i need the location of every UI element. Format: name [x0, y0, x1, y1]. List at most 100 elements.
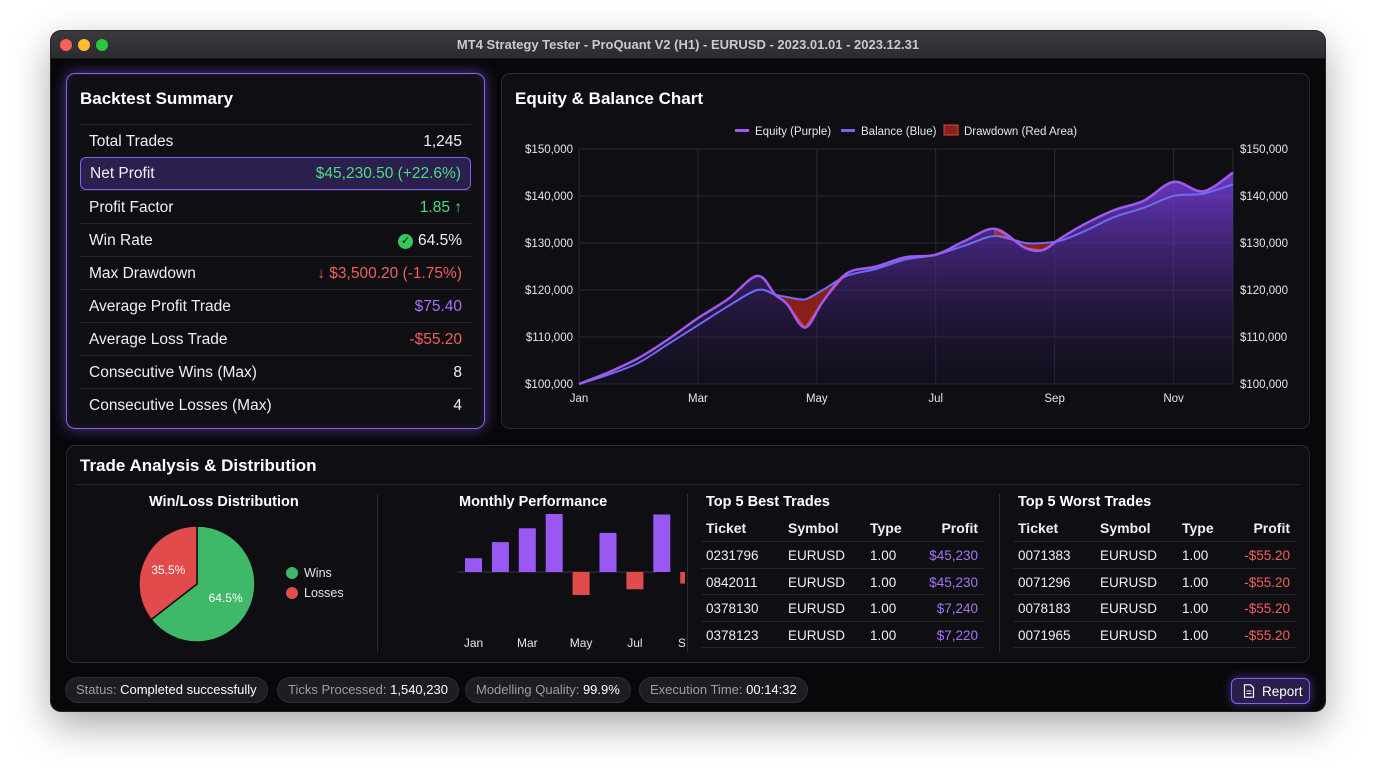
month-bar-jul[interactable] — [626, 572, 644, 590]
equity-chart-legend: Equity (Purple) Balance (Blue) Drawdown … — [735, 124, 1077, 138]
table-row[interactable]: 0071383 EURUSD 1.00 -$55.20 — [1014, 542, 1295, 569]
pie-slice-losses[interactable] — [138, 525, 198, 621]
col-type: Type — [870, 520, 902, 536]
profit-cell: $45,230 — [929, 574, 978, 590]
month-bar-apr[interactable] — [545, 514, 563, 572]
legend-wins: Wins — [286, 566, 332, 580]
equity-balance-chart[interactable]: $150,000 $150,000 $140,000 $140,000 $130,000… — [502, 74, 1309, 428]
table-row[interactable]: 0071965 EURUSD 1.00 -$55.20 — [1014, 622, 1295, 648]
symbol-cell: EURUSD — [1100, 601, 1158, 616]
table-row[interactable]: 0078183 EURUSD 1.00 -$55.20 — [1014, 595, 1295, 622]
month-bar-aug[interactable] — [653, 514, 671, 573]
equity-area-fill — [579, 172, 1233, 384]
balance-series-line — [578, 183, 1234, 385]
maximize-window-button[interactable] — [96, 39, 108, 51]
summary-value: -$55.20 — [409, 331, 462, 348]
month-bar-jan[interactable] — [465, 558, 482, 572]
losses-swatch — [286, 587, 298, 599]
summary-label: Average Loss Trade — [89, 331, 228, 348]
column-divider — [687, 494, 688, 652]
worst-trades-table: Ticket Symbol Type Profit 0071383 EURUSD 1… — [1014, 514, 1295, 648]
table-row[interactable]: 0378123 EURUSD 1.00 $7,220 — [702, 622, 983, 648]
check-circle-icon: ✓ — [398, 234, 414, 249]
report-button[interactable]: Report — [1231, 678, 1310, 704]
month-bar-may[interactable] — [572, 572, 590, 595]
symbol-cell: EURUSD — [1100, 627, 1158, 643]
best-trades-table: Ticket Symbol Type Profit 0231796 EURUSD 1… — [702, 514, 983, 648]
month-tick-label: Mar — [517, 636, 538, 650]
equity-chart-panel: Equity & Balance Chart $150,000 $150,000 $… — [501, 73, 1310, 429]
col-profit: Profit — [1253, 520, 1290, 536]
profit-cell: $7,240 — [936, 601, 978, 616]
y-tick-label-left: $130,000 — [525, 238, 573, 250]
summary-label: Net Profit — [90, 165, 155, 182]
month-bar-feb[interactable] — [491, 542, 509, 572]
ticket-cell: 0378130 — [706, 601, 759, 616]
month-bar-jun[interactable] — [599, 532, 617, 572]
summary-row-win-rate: Win Rate ✓ 64.5% — [80, 223, 471, 256]
y-tick-label-left: $120,000 — [525, 285, 573, 297]
pie-slice-wins[interactable] — [150, 525, 256, 643]
month-bar-sep[interactable] — [680, 572, 685, 584]
ticket-cell: 0078183 — [1018, 601, 1071, 616]
col-ticket: Ticket — [1018, 520, 1059, 536]
summary-value: ↓ $3,500.20 (-1.75%) — [317, 265, 462, 282]
ticks-label: Ticks Processed: — [288, 682, 387, 697]
summary-label: Average Profit Trade — [89, 298, 231, 315]
symbol-cell: EURUSD — [1100, 574, 1158, 590]
month-tick-label: Sep — [678, 636, 685, 650]
month-bar-mar[interactable] — [518, 528, 536, 572]
summary-row-max-drawdown: Max Drawdown ↓ $3,500.20 (-1.75%) — [80, 256, 471, 289]
summary-value: 4 — [453, 397, 462, 414]
ticket-cell: 0378123 — [706, 627, 759, 643]
month-tick-label: Jan — [464, 636, 483, 650]
minimize-window-button[interactable] — [78, 39, 90, 51]
month-tick-label: Jul — [627, 636, 642, 650]
type-cell: 1.00 — [870, 627, 897, 643]
summary-label: Profit Factor — [89, 199, 174, 216]
profit-cell: $45,230 — [929, 548, 978, 563]
table-header: Ticket Symbol Type Profit — [702, 514, 983, 542]
table-row[interactable]: 0842011 EURUSD 1.00 $45,230 — [702, 569, 983, 595]
profit-cell: -$55.20 — [1244, 601, 1290, 616]
window-title: MT4 Strategy Tester - ProQuant V2 (H1) -… — [456, 37, 920, 52]
col-profit: Profit — [941, 520, 978, 536]
y-tick-label-left: $150,000 — [525, 144, 573, 156]
report-label: Report — [1262, 684, 1303, 699]
symbol-cell: EURUSD — [788, 627, 846, 643]
best-trades-title: Top 5 Best Trades — [706, 494, 830, 510]
column-divider — [377, 494, 378, 652]
title-bar: MT4 Strategy Tester - ProQuant V2 (H1) -… — [51, 31, 1325, 59]
ticks-pill: Ticks Processed: 1,540,230 — [277, 677, 459, 703]
summary-row-consecutive-losses: Consecutive Losses (Max) 4 — [80, 388, 471, 421]
status-label: Status: — [76, 682, 117, 697]
legend-balance-label: Balance (Blue) — [861, 126, 937, 138]
table-row[interactable]: 0231796 EURUSD 1.00 $45,230 — [702, 542, 983, 569]
summary-value: $75.40 — [414, 298, 462, 315]
ticket-cell: 0842011 — [706, 574, 758, 590]
ticket-cell: 0071296 — [1018, 574, 1071, 590]
summary-row-total-trades: Total Trades 1,245 — [80, 124, 471, 157]
losses-pct-label: 35.5% — [151, 563, 185, 577]
x-tick-label: Jan — [570, 393, 589, 405]
summary-row-net-profit[interactable]: Net Profit $45,230.50 (+22.6%) — [80, 157, 471, 190]
status-value: Completed successfully — [120, 682, 257, 697]
winloss-title: Win/Loss Distribution — [149, 494, 299, 510]
summary-label: Win Rate — [89, 232, 153, 249]
table-row[interactable]: 0378130 EURUSD 1.00 $7,240 — [702, 595, 983, 622]
y-tick-label-right: $150,000 — [1240, 144, 1288, 156]
summary-value: 64.5% — [418, 232, 462, 249]
y-tick-label-right: $120,000 — [1240, 285, 1288, 297]
col-symbol: Symbol — [788, 520, 839, 536]
close-window-button[interactable] — [60, 39, 72, 51]
x-tick-label: May — [806, 393, 828, 405]
col-type: Type — [1182, 520, 1214, 536]
backtest-summary-title: Backtest Summary — [80, 89, 234, 108]
summary-label: Total Trades — [89, 133, 174, 150]
summary-row-avg-profit: Average Profit Trade $75.40 — [80, 289, 471, 322]
table-row[interactable]: 0071296 EURUSD 1.00 -$55.20 — [1014, 569, 1295, 595]
summary-label: Consecutive Losses (Max) — [89, 397, 272, 414]
win-loss-pie-chart[interactable]: 64.5% 35.5% — [122, 509, 272, 659]
legend-balance-swatch — [841, 129, 855, 132]
